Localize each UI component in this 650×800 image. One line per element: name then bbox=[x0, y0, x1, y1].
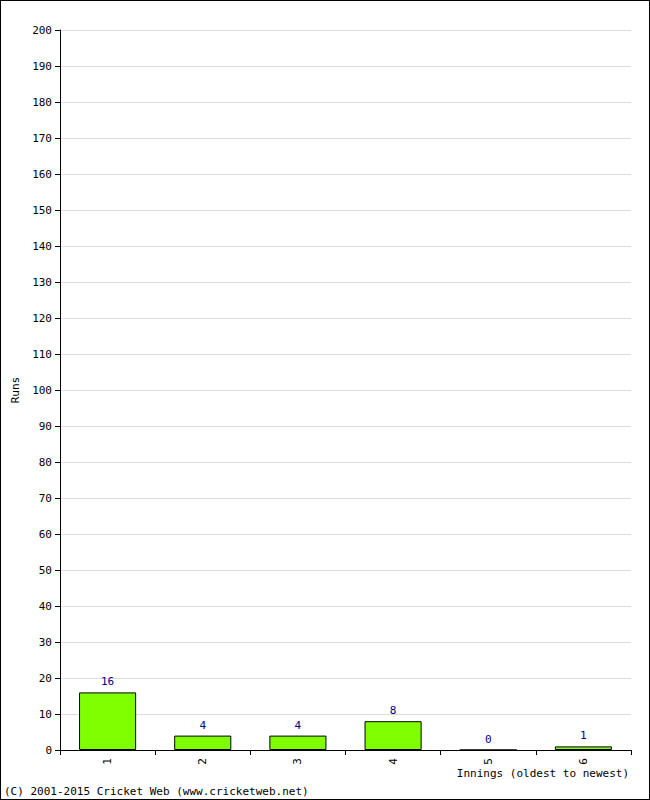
svg-text:30: 30 bbox=[39, 636, 52, 649]
svg-text:4: 4 bbox=[199, 719, 206, 732]
svg-text:8: 8 bbox=[390, 704, 397, 717]
svg-text:90: 90 bbox=[39, 420, 52, 433]
svg-text:190: 190 bbox=[32, 60, 52, 73]
svg-text:80: 80 bbox=[39, 456, 52, 469]
svg-text:50: 50 bbox=[39, 564, 52, 577]
svg-text:16: 16 bbox=[101, 675, 114, 688]
svg-text:Runs: Runs bbox=[9, 377, 22, 404]
svg-text:4: 4 bbox=[295, 719, 302, 732]
svg-text:1: 1 bbox=[101, 758, 114, 765]
svg-text:180: 180 bbox=[32, 96, 52, 109]
svg-text:110: 110 bbox=[32, 348, 52, 361]
svg-text:5: 5 bbox=[482, 758, 495, 765]
svg-text:0: 0 bbox=[45, 744, 52, 757]
svg-text:40: 40 bbox=[39, 600, 52, 613]
svg-text:200: 200 bbox=[32, 24, 52, 37]
svg-text:3: 3 bbox=[291, 758, 304, 765]
svg-text:Innings (oldest to newest): Innings (oldest to newest) bbox=[457, 767, 629, 780]
svg-text:150: 150 bbox=[32, 204, 52, 217]
svg-text:(C) 2001-2015 Cricket Web (www: (C) 2001-2015 Cricket Web (www.cricketwe… bbox=[4, 785, 309, 798]
svg-text:160: 160 bbox=[32, 168, 52, 181]
svg-text:60: 60 bbox=[39, 528, 52, 541]
svg-text:130: 130 bbox=[32, 276, 52, 289]
svg-text:140: 140 bbox=[32, 240, 52, 253]
svg-text:6: 6 bbox=[577, 758, 590, 765]
svg-text:1: 1 bbox=[580, 729, 587, 742]
svg-text:120: 120 bbox=[32, 312, 52, 325]
svg-text:100: 100 bbox=[32, 384, 52, 397]
svg-text:4: 4 bbox=[387, 758, 400, 765]
svg-text:20: 20 bbox=[39, 672, 52, 685]
svg-text:170: 170 bbox=[32, 132, 52, 145]
svg-text:0: 0 bbox=[485, 733, 492, 746]
svg-text:70: 70 bbox=[39, 492, 52, 505]
svg-text:2: 2 bbox=[196, 758, 209, 765]
svg-text:10: 10 bbox=[39, 708, 52, 721]
